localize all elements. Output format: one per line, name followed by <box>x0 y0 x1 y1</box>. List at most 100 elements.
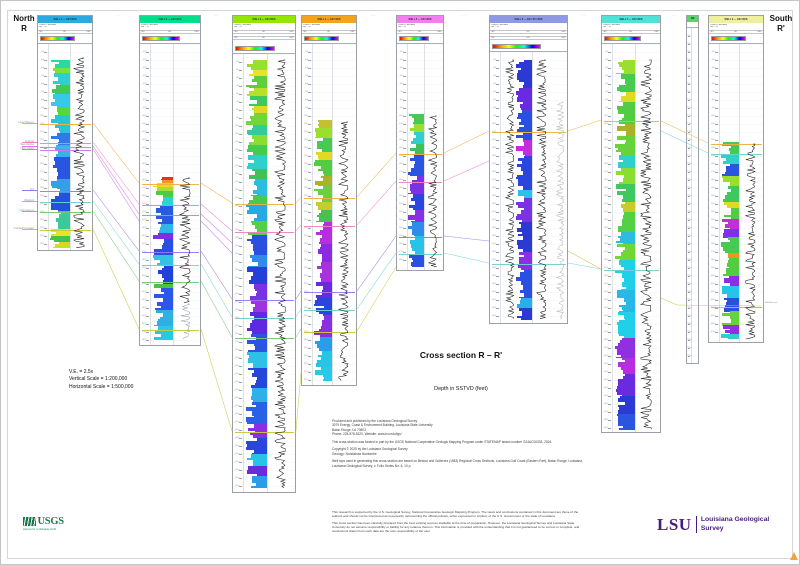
lith-bar <box>252 243 267 248</box>
correlation-line <box>92 122 140 184</box>
depth-tick <box>608 364 612 365</box>
depth-tick-label: 1300 <box>710 138 716 141</box>
depth-tick-label: 1600 <box>491 170 497 173</box>
lith-bar <box>248 207 267 210</box>
depth-tick <box>308 372 312 373</box>
well-header-sub1: Parish, Louisiana <box>603 23 620 26</box>
depth-tick <box>403 148 407 149</box>
depth-tick-label: 2900 <box>141 266 147 269</box>
lith-bar <box>60 189 70 192</box>
lith-bar <box>413 131 424 133</box>
depth-tick-label: 1200 <box>687 114 692 117</box>
lith-bar <box>248 104 267 107</box>
depth-tick-label: 2500 <box>39 234 45 237</box>
depth-tick <box>688 244 690 245</box>
lith-bar <box>251 387 267 393</box>
lith-bar <box>617 322 635 326</box>
lith-bar <box>153 337 173 340</box>
lith-bar <box>58 210 70 213</box>
lith-bar <box>58 172 70 177</box>
lith-bar <box>246 269 267 272</box>
depth-tick <box>496 60 500 61</box>
depth-tick-label: 2500 <box>303 234 309 237</box>
depth-tick-label: 300 <box>711 58 716 61</box>
depth-tick <box>403 132 407 133</box>
lith-bar <box>54 114 70 120</box>
depth-tick <box>308 76 312 77</box>
lith-bar <box>616 88 635 91</box>
depth-tick <box>239 390 243 391</box>
lith-bar <box>727 337 739 339</box>
lith-bar <box>524 198 532 203</box>
depth-tick <box>715 148 719 149</box>
lith-bar <box>722 175 739 178</box>
correlation-line <box>356 252 397 310</box>
lith-bar <box>726 157 739 162</box>
lith-bar <box>624 373 635 377</box>
depth-tick-label: 400 <box>399 66 404 69</box>
depth-tick <box>146 220 150 221</box>
depth-tick-label: 2200 <box>234 220 240 223</box>
lith-bar <box>409 114 424 116</box>
lith-bar <box>323 194 332 199</box>
lith-bar <box>318 123 332 127</box>
lith-bar <box>157 319 173 322</box>
depth-tick-label: 3200 <box>491 298 497 301</box>
depth-tick <box>608 372 612 373</box>
lith-bar <box>155 216 173 220</box>
depth-tick <box>308 252 312 253</box>
lith-bar <box>251 299 267 304</box>
depth-tick <box>688 252 690 253</box>
lith-bar <box>519 272 532 277</box>
lith-bar <box>251 275 267 281</box>
depth-tick <box>403 220 407 221</box>
lith-bar <box>415 212 424 216</box>
depth-tick-label: 800 <box>492 106 497 109</box>
curve-scale-row: MD GR RES <box>302 29 356 34</box>
depth-tick <box>308 380 312 381</box>
depth-tick <box>496 188 500 189</box>
depth-tick-label: 1500 <box>491 162 497 165</box>
depth-tick-label: 2000 <box>687 178 692 181</box>
depth-tick-label: 2100 <box>398 202 404 205</box>
depth-tick-label: 1100 <box>687 106 692 109</box>
formation-top-marker <box>40 230 91 231</box>
lith-bar <box>618 428 635 430</box>
depth-tick <box>146 156 150 157</box>
lith-bar <box>520 118 532 122</box>
lith-bar <box>56 187 70 190</box>
formation-top-marker <box>40 191 91 192</box>
depth-tick <box>688 228 690 229</box>
depth-tick-label: 2900 <box>603 266 609 269</box>
header-divider <box>140 43 200 44</box>
depth-tick-label: 5400 <box>234 476 240 479</box>
depth-tick <box>496 292 500 293</box>
depth-tick-label: 4200 <box>234 380 240 383</box>
depth-tick-label: 1700 <box>39 170 45 173</box>
curve-label: MD <box>491 30 495 33</box>
depth-tick-label: 3900 <box>303 346 309 349</box>
correlation-line <box>92 200 140 265</box>
track-divider <box>332 44 333 385</box>
depth-tick-label: 1700 <box>687 154 692 157</box>
depth-tick <box>688 172 690 173</box>
depth-tick-label: 3400 <box>603 306 609 309</box>
depth-tick <box>715 100 719 101</box>
lith-bar <box>323 314 332 316</box>
well-header-sub2: KB — ft <box>398 26 406 29</box>
lith-bar <box>254 250 267 254</box>
lith-bar <box>156 183 173 187</box>
depth-tick-label: 300 <box>399 58 404 61</box>
curve-label: RES <box>350 30 355 33</box>
formation-top-label: Heterostegina <box>3 144 34 146</box>
lith-bar <box>255 170 267 176</box>
well-log-strip-8: W8 200 300 400 500 600 700 800 900 1000 1100 1200 13… <box>686 15 699 364</box>
lith-bar <box>254 253 267 255</box>
lith-bar <box>251 385 267 389</box>
lith-bar <box>409 254 424 259</box>
log-body: 2003004005006007008009001000110012001300… <box>38 44 92 250</box>
lith-bar <box>616 136 635 141</box>
depth-tick-label: 3700 <box>710 330 716 333</box>
